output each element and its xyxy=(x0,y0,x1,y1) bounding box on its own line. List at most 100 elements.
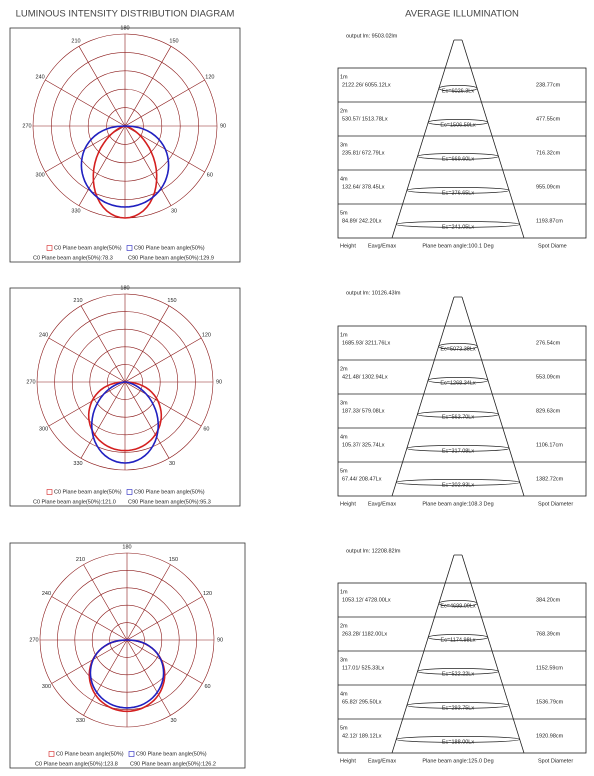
angle-label: 60 xyxy=(204,684,210,690)
polar-spoke xyxy=(126,564,171,641)
angle-label: 330 xyxy=(71,208,80,214)
center-illuminance: Ec=188.00Lx xyxy=(442,739,475,745)
eavg-emax: 1685.93/ 3211.76Lx xyxy=(342,340,390,346)
height-label: 5m xyxy=(340,210,348,216)
center-illuminance: Ec=241.05Lx xyxy=(442,224,475,230)
spot-diameter: 553.09cm xyxy=(536,374,561,380)
output-lumen: output lm: 9503.02lm xyxy=(346,33,398,39)
polar-spoke xyxy=(124,337,202,383)
angle-label: 270 xyxy=(22,123,31,129)
eavg-emax: 117.01/ 525.33Lx xyxy=(342,665,384,671)
angle-label: 120 xyxy=(203,591,212,597)
legend-label: C90 Plane beam angle(50%) xyxy=(134,489,205,495)
eavg-emax: 1053.12/ 4728.00Lx xyxy=(342,597,391,603)
eavg-emax: 263.28/ 1182.00Lx xyxy=(342,631,387,637)
spot-ellipse xyxy=(438,343,478,350)
angle-label: 240 xyxy=(36,74,45,80)
eavg-emax: 187.33/ 579.08Lx xyxy=(342,408,385,414)
spot-ellipse xyxy=(395,479,521,486)
legend-label: C90 Plane beam angle(50%) xyxy=(134,245,205,251)
angle-label: 120 xyxy=(202,332,211,338)
polar-spoke xyxy=(126,596,203,641)
spot-ellipse xyxy=(427,119,489,126)
beam-angle: C0 Plane beam angle(50%):123.8 xyxy=(35,761,118,767)
angle-label: 270 xyxy=(29,637,38,643)
center-illuminance: Ec=4699.09Lx xyxy=(440,603,476,609)
legend-label: C0 Plane beam angle(50%) xyxy=(54,489,122,495)
beam-angle: C0 Plane beam angle(50%):78.3 xyxy=(33,255,113,261)
legend-label: C0 Plane beam angle(50%) xyxy=(56,751,124,757)
spot-ellipse xyxy=(406,445,510,452)
polar-spoke xyxy=(48,337,126,383)
angle-label: 90 xyxy=(216,379,222,385)
legend-checkbox xyxy=(126,489,133,495)
legend-label: C90 Plane beam angle(50%) xyxy=(136,751,207,757)
center-illuminance: Ec=522.22Lx xyxy=(442,671,475,677)
angle-label: 60 xyxy=(203,426,209,432)
polar-spoke xyxy=(51,639,128,684)
polar-frame xyxy=(9,542,246,769)
eavg-emax: 132.64/ 378.45Lx xyxy=(342,184,385,190)
angle-label: 210 xyxy=(71,39,80,45)
polar-spoke xyxy=(124,381,170,459)
polar-spoke xyxy=(124,46,172,127)
intensity-curve xyxy=(87,381,163,452)
spot-ellipse xyxy=(427,634,489,641)
polar-spoke xyxy=(51,596,128,641)
height-label: 2m xyxy=(340,108,348,114)
spot-ellipse xyxy=(438,85,478,92)
spot-diameter: 384.20cm xyxy=(536,597,561,603)
spot-diameter: 955.09cm xyxy=(536,184,561,190)
center-illuminance: Ec=376.65Lx xyxy=(442,190,475,196)
height-label: 5m xyxy=(340,725,348,731)
spot-diameter: 1106.17cm xyxy=(536,442,563,448)
footer-label: Plane beam angle:108.3 Deg xyxy=(422,501,493,507)
center-illuminance: Ec=5073.38Lx xyxy=(440,346,476,352)
footer-label: Height xyxy=(340,243,356,249)
center-illuminance: Ec=1268.34Lx xyxy=(440,380,476,386)
angle-label: 150 xyxy=(167,298,176,304)
angle-label: 210 xyxy=(76,557,85,563)
spot-diameter: 276.54cm xyxy=(536,340,561,346)
center-illuminance: Ec=1506.59Lx xyxy=(440,122,476,128)
spot-ellipse xyxy=(417,411,499,418)
eavg-emax: 42.12/ 189.12Lx xyxy=(342,733,382,739)
spot-ellipse xyxy=(438,600,478,607)
spot-diameter: 768.39cm xyxy=(536,631,561,637)
intensity-curve xyxy=(92,125,158,219)
legend-checkbox xyxy=(46,489,53,495)
spot-diameter: 1920.98cm xyxy=(536,733,564,739)
center-illuminance: Ec=317.08Lx xyxy=(442,448,475,454)
spot-diameter: 716.32cm xyxy=(536,150,561,156)
polar-spoke xyxy=(124,79,205,127)
footer-label: Spot Diameter xyxy=(538,501,573,507)
polar-spoke xyxy=(124,305,170,383)
polar-spoke xyxy=(124,381,202,427)
height-label: 4m xyxy=(340,434,348,440)
light-cone xyxy=(391,39,525,239)
eavg-emax: 530.57/ 1513.78Lx xyxy=(342,116,388,122)
polar-spoke xyxy=(124,125,172,206)
beam-angle: C90 Plane beam angle(50%):95.3 xyxy=(128,499,211,505)
angle-label: 210 xyxy=(73,298,82,304)
right-heading: AVERAGE ILLUMINATION xyxy=(405,9,519,20)
angle-label: 240 xyxy=(39,332,48,338)
spot-diameter: 1152.59cm xyxy=(536,665,563,671)
height-label: 1m xyxy=(340,74,348,80)
angle-label: 330 xyxy=(73,461,82,467)
center-illuminance: Ec=1174.98Lx xyxy=(441,637,476,643)
spot-diameter: 829.63cm xyxy=(536,408,561,414)
angle-label: 300 xyxy=(39,426,48,432)
height-label: 2m xyxy=(340,623,348,629)
left-heading: LUMINOUS INTENSITY DISTRIBUTION DIAGRAM xyxy=(16,9,235,20)
spot-ellipse xyxy=(417,668,499,675)
angle-label: 60 xyxy=(207,172,213,178)
polar-frame xyxy=(9,287,241,507)
footer-label: Height xyxy=(340,501,356,507)
height-label: 4m xyxy=(340,176,348,182)
angle-label: 90 xyxy=(217,637,223,643)
beam-angle: C0 Plane beam angle(50%):121.0 xyxy=(33,499,116,505)
height-label: 3m xyxy=(340,142,348,148)
light-cone xyxy=(391,554,525,754)
beam-angle: C90 Plane beam angle(50%):126.2 xyxy=(130,761,216,767)
